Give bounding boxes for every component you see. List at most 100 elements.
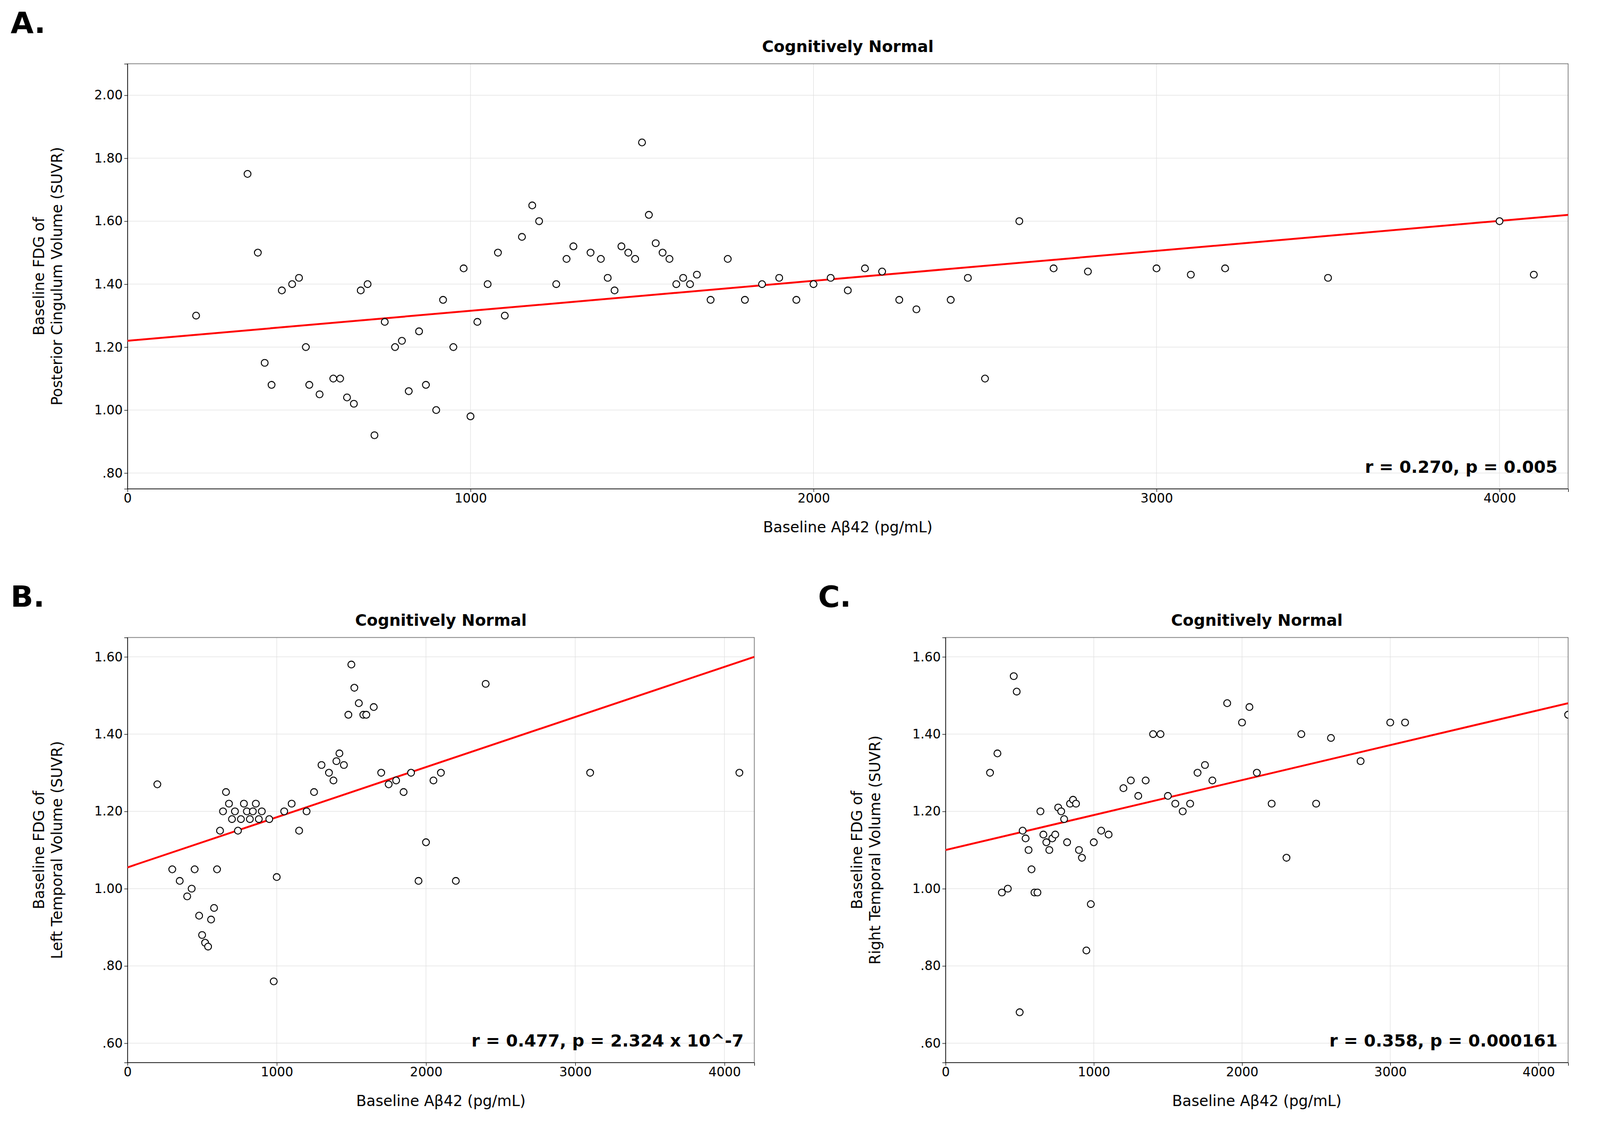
y-axis-line xyxy=(124,637,129,1063)
x-tick: 2000 xyxy=(1226,1062,1259,1080)
y-grid-line xyxy=(127,472,1569,474)
scatter-point xyxy=(288,280,296,288)
scatter-point xyxy=(913,305,921,313)
scatter-point xyxy=(391,343,399,351)
scatter-point xyxy=(1142,777,1150,785)
scatter-point xyxy=(244,170,252,178)
scatter-point xyxy=(1084,268,1092,276)
scatter-point xyxy=(336,375,344,382)
scatter-point xyxy=(1013,687,1021,695)
scatter-point xyxy=(878,268,886,276)
y-axis-line xyxy=(942,637,947,1063)
chart-title: Cognitively Normal xyxy=(1171,610,1343,630)
scatter-point xyxy=(981,375,989,382)
scatter-point xyxy=(273,873,281,881)
x-tick: 1000 xyxy=(1077,1062,1111,1080)
scatter-point xyxy=(638,139,646,147)
scatter-point xyxy=(1164,792,1172,800)
scatter-point xyxy=(213,865,221,873)
panel-label: B. xyxy=(10,579,45,614)
y-tick-mark xyxy=(124,965,128,967)
scatter-point xyxy=(261,359,269,367)
scatter-point xyxy=(1098,827,1105,834)
y-axis-title: Baseline FDG ofPosterior Cingulum Volume… xyxy=(30,147,66,406)
scatter-point xyxy=(364,280,372,288)
y-tick-label: 1.00 xyxy=(94,402,123,418)
scatter-point xyxy=(652,239,660,247)
scatter-point xyxy=(844,286,852,294)
y-tick-mark xyxy=(942,656,946,658)
y-tick: .60 xyxy=(920,1035,946,1051)
y-grid-line xyxy=(127,733,755,735)
scatter-point xyxy=(240,800,248,807)
y-tick: 1.60 xyxy=(912,649,946,665)
scatter-point xyxy=(1022,835,1029,842)
scatter-point xyxy=(993,750,1001,757)
panel: 01000200030004000.801.001.201.401.601.80… xyxy=(30,37,1569,536)
scatter-point xyxy=(439,296,447,304)
scatter-point xyxy=(1045,846,1053,854)
y-tick-mark xyxy=(942,888,946,890)
scatter-point xyxy=(1060,815,1068,823)
x-tick-label: 2000 xyxy=(410,1064,443,1080)
y-axis-title-line: Posterior Cingulum Volume (SUVR) xyxy=(48,147,66,406)
scatter-point xyxy=(449,343,457,351)
y-tick-label: 1.40 xyxy=(94,726,123,742)
scatter-point xyxy=(1401,719,1409,727)
regression-line xyxy=(945,703,1569,850)
scatter-point xyxy=(1209,777,1216,785)
scatter-point xyxy=(225,800,233,807)
scatter-point xyxy=(1090,838,1098,846)
scatter-point xyxy=(252,800,260,807)
y-tick-label: 1.40 xyxy=(912,726,941,742)
scatter-point xyxy=(355,699,363,707)
scatter-point xyxy=(198,931,206,939)
y-grid-line xyxy=(127,888,755,889)
x-tick: 1000 xyxy=(260,1062,294,1080)
x-tick: 4000 xyxy=(1483,488,1517,506)
y-axis-title-line: Right Temporal Volume (SUVR) xyxy=(866,735,884,965)
y-tick-label: 1.60 xyxy=(94,213,123,229)
x-tick: 0 xyxy=(123,488,132,506)
scatter-point xyxy=(228,815,236,823)
scatter-point xyxy=(350,400,358,408)
x-tick-label: 0 xyxy=(123,490,132,506)
scatter-point xyxy=(204,942,212,950)
x-tick-label: 2000 xyxy=(1226,1064,1259,1080)
y-tick-mark xyxy=(124,1043,128,1044)
scatter-point xyxy=(222,788,230,796)
y-axis-line xyxy=(124,64,129,490)
y-tick-label: .60 xyxy=(102,1035,123,1051)
x-tick: 2000 xyxy=(410,1062,443,1080)
scatter-point xyxy=(310,788,318,796)
scatter-point xyxy=(1153,265,1161,272)
scatter-point xyxy=(617,242,625,250)
scatter-point xyxy=(1186,800,1194,807)
scatter-point xyxy=(422,838,430,846)
y-tick: 1.40 xyxy=(94,276,128,292)
y-tick: 1.40 xyxy=(94,726,128,742)
scatter-point xyxy=(473,318,481,326)
scatter-point xyxy=(344,711,352,719)
scatter-point xyxy=(1051,830,1059,838)
y-tick: 1.40 xyxy=(912,726,946,742)
scatter-point xyxy=(258,807,266,815)
y-axis-title: Baseline FDG ofLeft Temporal Volume (SUV… xyxy=(30,741,66,959)
x-grid-line xyxy=(1156,63,1157,489)
scatter-point xyxy=(392,777,400,785)
plot-data xyxy=(945,672,1569,1016)
y-tick: .80 xyxy=(102,958,128,974)
x-tick-label: 2000 xyxy=(797,490,830,506)
scatter-point xyxy=(398,337,406,345)
scatter-point xyxy=(466,412,474,420)
y-axis-title-line: Baseline FDG of xyxy=(30,216,48,336)
scatter-point xyxy=(586,249,594,257)
scatter-point xyxy=(1312,800,1320,807)
scatter-point xyxy=(1201,761,1209,769)
scatter-point xyxy=(693,271,701,279)
scatter-point xyxy=(191,865,199,873)
scatter-point xyxy=(986,769,994,777)
panel: 01000200030004000.60.801.001.201.401.60C… xyxy=(848,610,1572,1110)
y-grid-line xyxy=(127,409,1569,411)
scatter-point xyxy=(270,977,278,985)
